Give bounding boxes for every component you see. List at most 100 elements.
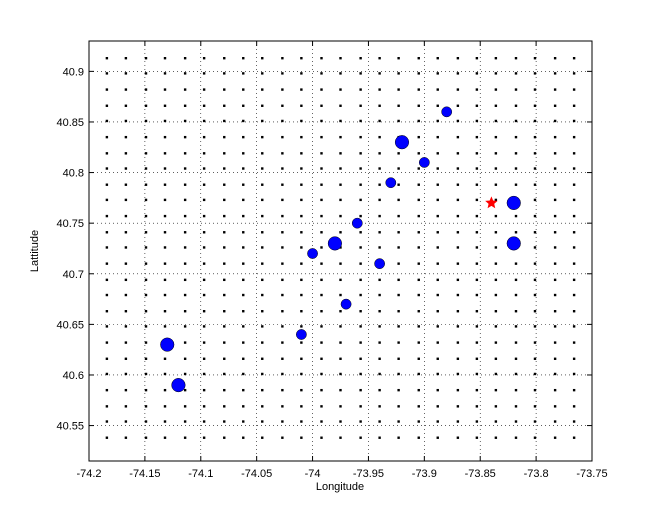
grid-point: [202, 246, 206, 249]
grid-point: [223, 278, 226, 282]
grid-point: [397, 357, 400, 360]
grid-point: [300, 198, 303, 202]
grid-point: [261, 231, 264, 234]
grid-point: [320, 341, 323, 344]
grid-point: [144, 436, 148, 439]
grid-point: [475, 262, 479, 265]
grid-point: [436, 310, 439, 313]
grid-point: [163, 246, 167, 249]
grid-point: [533, 198, 537, 202]
grid-point: [124, 388, 128, 392]
grid-point: [514, 183, 518, 186]
grid-point: [553, 57, 557, 60]
grid-point: [494, 152, 498, 155]
grid-point: [514, 372, 518, 376]
grid-point: [320, 152, 323, 155]
grid-point: [339, 88, 342, 91]
grid-point: [359, 405, 362, 408]
grid-point: [242, 405, 245, 408]
grid-point: [223, 183, 226, 186]
grid-point: [359, 104, 362, 107]
grid-point: [436, 372, 439, 376]
grid-point: [339, 135, 342, 139]
grid-point: [281, 152, 284, 155]
grid-point: [223, 135, 226, 139]
y-tick-label: 40.6: [63, 370, 84, 382]
grid-point: [553, 420, 557, 423]
grid-point: [417, 293, 420, 297]
grid-point: [475, 405, 479, 408]
grid-point: [514, 152, 518, 155]
grid-point: [144, 104, 148, 107]
grid-point: [261, 278, 264, 282]
grid-point: [300, 72, 303, 75]
grid-point: [533, 135, 537, 139]
grid-point: [183, 198, 187, 202]
grid-point: [202, 357, 206, 360]
grid-point: [105, 72, 109, 75]
grid-point: [202, 214, 206, 218]
grid-point: [533, 420, 537, 423]
grid-point: [397, 341, 400, 344]
grid-point: [163, 420, 167, 423]
grid-point: [144, 231, 148, 234]
grid-point: [475, 152, 479, 155]
grid-point: [494, 325, 498, 328]
grid-point: [572, 135, 576, 139]
grid-point: [572, 310, 576, 313]
grid-point: [397, 119, 400, 123]
grid-point: [359, 341, 362, 344]
grid-point: [281, 231, 284, 234]
grid-point: [378, 183, 381, 186]
grid-point: [475, 167, 479, 170]
grid-point: [378, 57, 381, 60]
grid-point: [572, 72, 576, 75]
grid-point: [397, 293, 400, 297]
plot-area: [89, 41, 592, 461]
point: [506, 236, 521, 251]
grid-point: [514, 104, 518, 107]
grid-point: [124, 372, 128, 376]
point: [385, 177, 397, 189]
grid-point: [202, 119, 206, 123]
grid-point: [572, 420, 576, 423]
grid-point: [281, 357, 284, 360]
grid-point: [124, 72, 128, 75]
grid-point: [163, 167, 167, 170]
grid-point: [320, 278, 323, 282]
grid-point: [456, 72, 460, 75]
grid-point: [378, 325, 381, 328]
grid-point: [339, 420, 342, 423]
grid-point: [124, 405, 128, 408]
grid-point: [223, 357, 226, 360]
grid-point: [320, 388, 323, 392]
grid-point: [261, 262, 264, 265]
grid-point: [281, 420, 284, 423]
grid-point: [300, 57, 303, 60]
grid-point: [436, 325, 439, 328]
grid-point: [223, 231, 226, 234]
grid-point: [339, 405, 342, 408]
grid-point: [378, 405, 381, 408]
grid-point: [456, 231, 460, 234]
grid-point: [417, 325, 420, 328]
grid-point: [378, 246, 381, 249]
grid-point: [300, 246, 303, 249]
grid-point: [572, 262, 576, 265]
grid-point: [261, 214, 264, 218]
grid-point: [417, 405, 420, 408]
grid-point: [456, 420, 460, 423]
grid-point: [202, 167, 206, 170]
grid-point: [144, 88, 148, 91]
grid-point: [144, 420, 148, 423]
grid-point: [183, 278, 187, 282]
grid-point: [456, 167, 460, 170]
grid-point: [300, 436, 303, 439]
grid-point: [378, 135, 381, 139]
grid-point: [183, 57, 187, 60]
grid-point: [533, 183, 537, 186]
grid-point: [494, 357, 498, 360]
grid-point: [320, 372, 323, 376]
grid-point: [242, 119, 245, 123]
grid-point: [242, 231, 245, 234]
